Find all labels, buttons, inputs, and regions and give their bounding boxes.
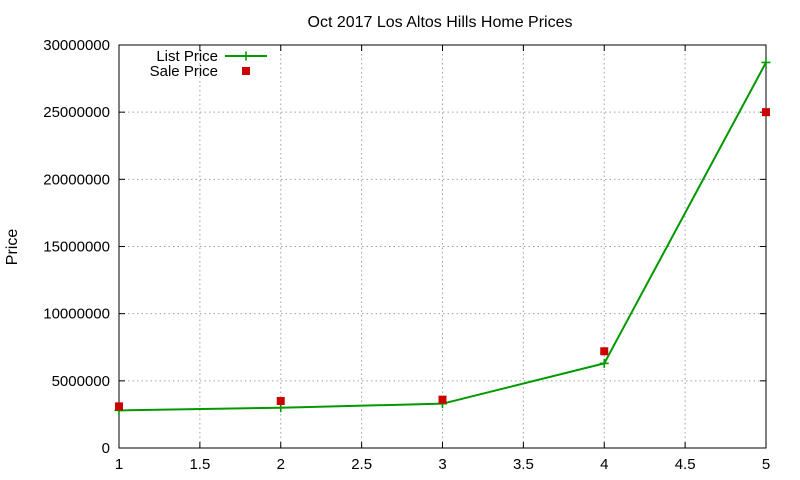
series-line-list-price	[118, 61, 767, 412]
legend-marker-square	[242, 67, 250, 75]
legend-marker-plus	[241, 51, 251, 61]
y-tick-label: 10000000	[43, 306, 110, 323]
x-tick-label: 5	[762, 456, 770, 473]
data-point-sale-price-3	[438, 395, 447, 404]
y-tick-label: 15000000	[43, 239, 110, 256]
legend-label: List Price	[156, 48, 218, 65]
plot-series	[114, 57, 771, 415]
data-point-list-price-4	[599, 358, 609, 368]
data-point-list-price-5	[761, 57, 771, 67]
x-tick-label: 1	[115, 456, 123, 473]
y-tick-label: 30000000	[43, 37, 110, 54]
data-point-sale-price-5	[762, 108, 770, 117]
y-tick-label: 5000000	[52, 373, 110, 390]
x-tick-label: 4	[600, 456, 608, 473]
data-point-sale-price-4	[600, 347, 609, 356]
data-point-sale-price-2	[276, 396, 285, 405]
y-tick-label: 25000000	[43, 104, 110, 121]
x-tick-label: 2.5	[351, 456, 372, 473]
data-point-sale-price-1	[115, 402, 123, 411]
axes: 1 1.5 2 2.5 3 3.5 4 4.5 5 0 5000000 10000000 1500000…	[43, 37, 770, 473]
x-tick-label: 2	[277, 456, 285, 473]
grid-lines	[119, 45, 766, 448]
chart-title: Oct 2017 Los Altos Hills Home Prices	[308, 14, 573, 31]
x-tick-label: 3	[438, 456, 446, 473]
legend-label: Sale Price	[150, 63, 218, 80]
y-axis-label: Price	[4, 229, 21, 266]
y-tick-label: 20000000	[43, 171, 110, 188]
x-tick-label: 1.5	[189, 456, 210, 473]
y-tick-label: 0	[102, 440, 110, 457]
x-tick-label: 3.5	[513, 456, 534, 473]
x-tick-label: 4.5	[675, 456, 696, 473]
